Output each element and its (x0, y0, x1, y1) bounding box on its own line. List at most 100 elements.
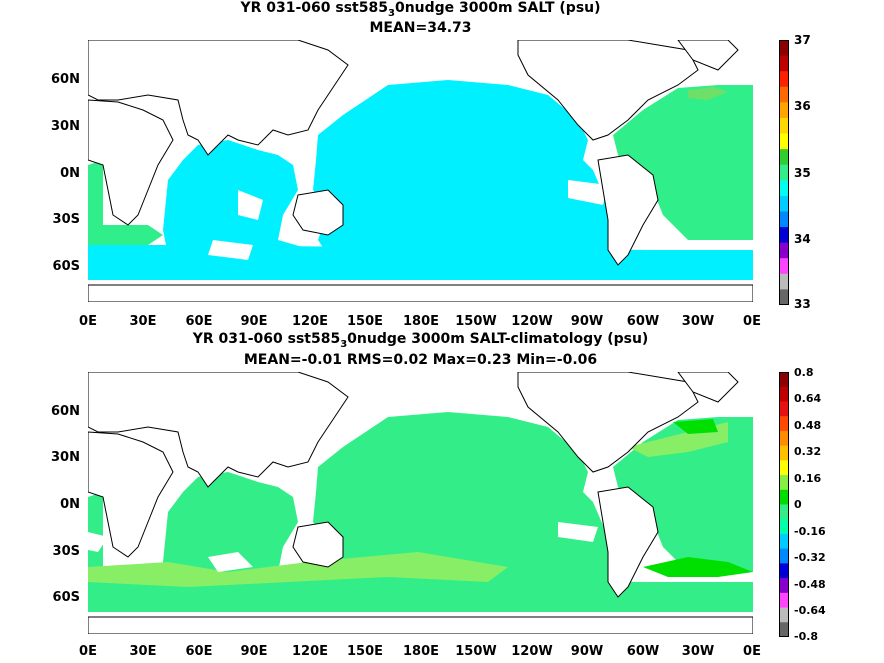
colorbar-swatch (779, 607, 789, 623)
colorbar-swatch (779, 180, 789, 197)
north-atlantic-hi (673, 419, 718, 434)
atlantic-sw-fill (88, 225, 163, 245)
colorbar-swatch (779, 504, 789, 520)
colorbar-swatch (779, 622, 789, 638)
p1-lon-0e-end: 0E (743, 314, 761, 329)
panel1-map-svg (88, 40, 753, 302)
colorbar-swatch (779, 289, 789, 306)
p2-cbar-label-10: -0.8 (794, 630, 819, 643)
p2-lon-150e: 150E (346, 644, 384, 659)
colorbar-swatch (779, 548, 789, 564)
colorbar-swatch (779, 133, 789, 150)
panel1-subtitle: MEAN=34.73 (369, 20, 472, 36)
nadw-high-salinity (688, 87, 728, 100)
colorbar-swatch (779, 401, 789, 417)
p1-cbar-label-37: 37 (794, 33, 811, 47)
p2-lon-60e: 60E (185, 644, 213, 659)
p1-lat-30s: 30S (52, 212, 80, 227)
p2-cbar-label-5: 0 (794, 498, 802, 511)
p2-lat-0n: 0N (60, 497, 80, 512)
p1-lon-30w: 30W (681, 314, 715, 329)
p2-cbar-label-9: -0.64 (794, 604, 826, 617)
colorbar-swatch (779, 273, 789, 290)
p1-lon-120e: 120E (291, 314, 329, 329)
panel2-map-svg (88, 372, 753, 634)
p1-lon-90e: 90E (240, 314, 268, 329)
atlantic-north-fill (613, 85, 753, 240)
p1-lon-0e: 0E (79, 314, 97, 329)
australia (292, 521, 344, 568)
colorbar-swatch (779, 211, 789, 228)
p2-cbar-label-4: 0.16 (794, 472, 822, 485)
gap-1 (208, 552, 253, 572)
colorbar-border (779, 40, 789, 305)
south-america (597, 154, 659, 266)
p1-lon-180e: 180E (402, 314, 440, 329)
colorbar-swatch (779, 149, 789, 166)
south-america (597, 486, 659, 598)
colorbar-swatch (779, 71, 789, 88)
panel2-colorbar (779, 372, 789, 638)
greenland (677, 372, 739, 403)
continents (88, 372, 753, 634)
p2-cbar-label-8: -0.48 (794, 578, 826, 591)
p2-cbar-label-3: 0.32 (794, 445, 822, 458)
colorbar-swatch (779, 519, 789, 535)
atlantic-south-fill (88, 160, 103, 245)
p2-lon-60w: 60W (626, 644, 660, 659)
gap-3 (208, 240, 253, 260)
p1-lat-60n: 60N (51, 72, 80, 87)
africa (88, 99, 174, 226)
australia (292, 189, 344, 236)
colorbar-swatch (779, 578, 789, 594)
p2-lat-60s: 60S (52, 590, 80, 605)
colorbar-swatch (779, 227, 789, 244)
p2-cbar-label-7: -0.32 (794, 551, 826, 564)
colorbar-swatch (779, 430, 789, 447)
colorbar-swatch (779, 258, 789, 275)
p2-lon-90e: 90E (240, 644, 268, 659)
colorbar-swatch (779, 117, 789, 135)
panel1-map (88, 40, 753, 302)
p1-cbar-label-35: 35 (794, 166, 811, 180)
p2-lon-180e: 180E (402, 644, 440, 659)
colorbar-swatch (779, 445, 789, 461)
colorbar-swatch (779, 563, 789, 579)
south-atlantic-hi (643, 557, 753, 577)
p2-lon-150w: 150W (455, 644, 497, 659)
gap-2 (568, 180, 608, 205)
greenland (677, 40, 739, 71)
panel2-colorbar-svg (779, 372, 789, 638)
colorbar-swatch (779, 195, 789, 212)
p1-cbar-label-33: 33 (794, 297, 811, 311)
gap-1 (238, 190, 263, 220)
colorbar-swatch (779, 460, 789, 476)
colorbar-swatch (779, 55, 789, 72)
southern-ocean-fill (88, 577, 753, 612)
panel2-subtitle: MEAN=-0.01 RMS=0.02 Max=0.23 Min=-0.06 (243, 352, 598, 368)
colorbar-swatch (779, 475, 789, 491)
p1-lat-0n: 0N (60, 166, 80, 181)
continents (88, 40, 753, 302)
p2-lon-0e-end: 0E (743, 644, 761, 659)
colorbar-swatch (779, 40, 789, 57)
p2-lon-120e: 120E (291, 644, 329, 659)
p2-cbar-label-6: -0.16 (794, 525, 826, 538)
panel1-title: YR 031-060 sst58530nudge 3000m SALT (psu… (240, 0, 601, 19)
gap-3 (88, 532, 108, 552)
colorbar-swatch (779, 489, 789, 505)
gap-2 (558, 522, 598, 542)
p2-lon-0e: 0E (79, 644, 97, 659)
colorbar-swatch (779, 164, 789, 181)
colorbar-swatch (779, 372, 789, 388)
p2-lon-30w: 30W (681, 644, 715, 659)
p2-lat-30n: 30N (51, 450, 80, 465)
p1-lat-30n: 30N (51, 119, 80, 134)
p1-lon-60w: 60W (626, 314, 660, 329)
colorbar-swatch (779, 86, 789, 103)
colorbar-swatch (779, 242, 789, 259)
p1-lon-90w: 90W (570, 314, 604, 329)
p2-lon-120w: 120W (511, 644, 553, 659)
p2-cbar-label-0: 0.8 (794, 366, 814, 379)
colorbar-swatch (779, 533, 789, 550)
